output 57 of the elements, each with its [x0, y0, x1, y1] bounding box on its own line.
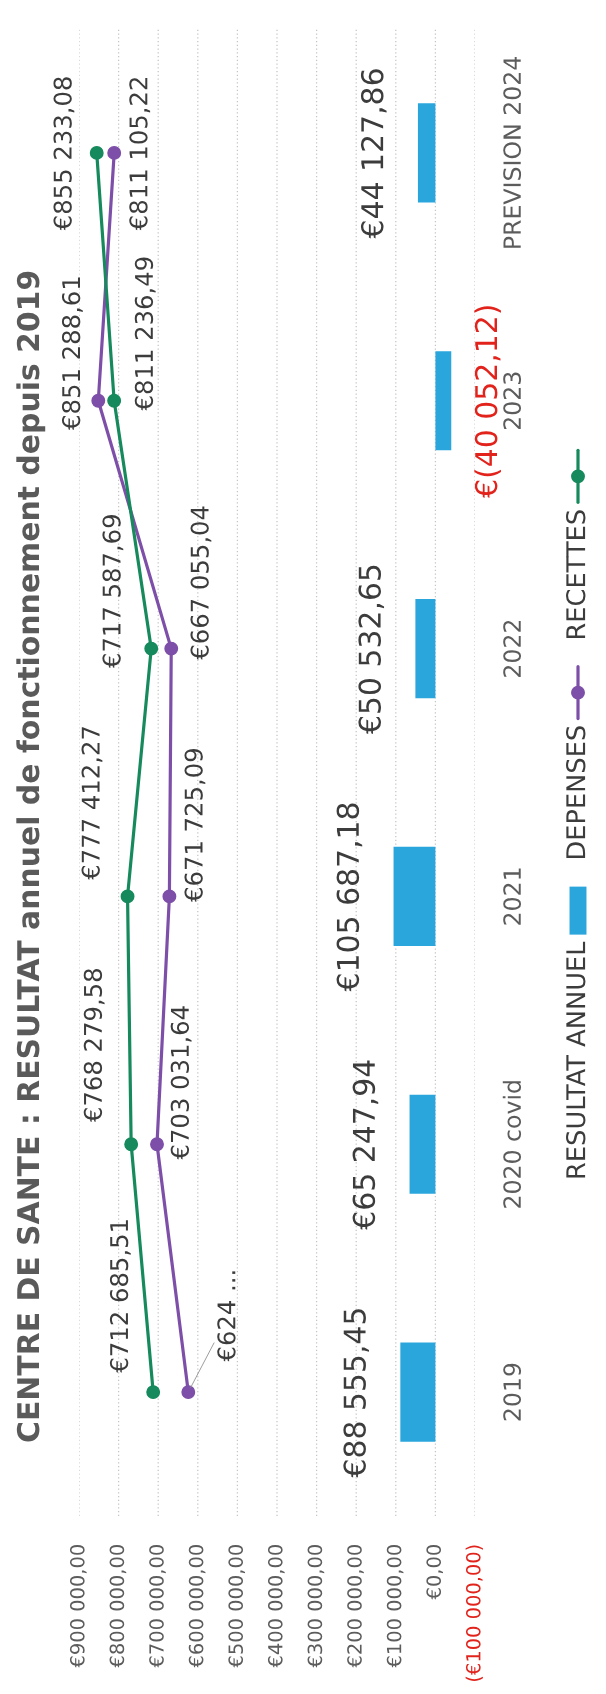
x-tick-label: (€100 000,00)	[465, 1545, 483, 1681]
data-label: €44 127,86	[360, 69, 387, 239]
bar	[393, 846, 436, 946]
x-tick-label: €0,00	[426, 1545, 444, 1600]
data-label: €777 412,27	[81, 727, 103, 880]
data-label: €88 555,45	[343, 1309, 369, 1478]
bar	[415, 599, 436, 699]
point	[89, 145, 104, 160]
x-tick-label: €400 000,00	[267, 1545, 285, 1668]
x-tick-label: €800 000,00	[109, 1545, 127, 1668]
data-label: €768 279,58	[83, 969, 105, 1123]
point	[107, 145, 122, 160]
y-tick-label: 2019	[503, 1363, 522, 1421]
bar	[417, 103, 436, 203]
point	[120, 889, 135, 904]
legend-label: DEPENSES	[566, 726, 586, 859]
point	[162, 889, 177, 904]
point	[124, 1137, 139, 1152]
y-tick-label: 2021	[503, 868, 522, 925]
data-label: €65 247,94	[352, 1060, 379, 1230]
data-label: €(40 052,12)	[474, 306, 501, 498]
x-tick-label: €700 000,00	[149, 1545, 166, 1668]
x-tick-label: €500 000,00	[228, 1545, 246, 1668]
data-label: €667 055,04	[190, 506, 212, 660]
x-tick-label: €600 000,00	[188, 1545, 206, 1668]
point	[144, 641, 159, 656]
data-label: €50 532,65	[358, 565, 385, 735]
point	[107, 393, 122, 408]
bar	[400, 1342, 436, 1442]
data-label: €703 031,64	[170, 1006, 192, 1160]
data-label: €717 587,69	[102, 515, 124, 669]
data-label: €855 233,08	[53, 77, 75, 231]
point	[146, 1385, 161, 1400]
point	[91, 393, 106, 408]
data-label: €851 288,61	[61, 277, 83, 430]
data-label: €811 105,22	[129, 78, 151, 231]
bar	[409, 1094, 436, 1194]
y-tick-label: PREVISION 2024	[503, 57, 522, 248]
data-label: €105 687,18	[336, 803, 363, 992]
x-tick-label: €200 000,00	[347, 1545, 364, 1668]
x-tick-label: €300 000,00	[307, 1545, 325, 1668]
y-tick-label: 2022	[503, 620, 522, 677]
legend-label: RESULTAT ANNUEL	[566, 941, 586, 1178]
text: CENTRE DE SANTE : RESULTAT annuel de fonctionnement depuis 2019	[16, 271, 46, 1442]
point	[164, 641, 179, 656]
data-label: €624 ...	[217, 1271, 236, 1362]
x-tick-label: €100 000,00	[386, 1545, 404, 1668]
legend-label: RECETTES	[566, 510, 586, 639]
x-tick-label: €900 000,00	[69, 1545, 87, 1668]
bar	[435, 351, 452, 451]
point	[150, 1137, 164, 1152]
y-tick-label: 2023	[503, 372, 522, 430]
data-label: €671 725,09	[184, 749, 206, 902]
point	[181, 1385, 196, 1400]
data-label: €811 236,49	[134, 257, 156, 411]
y-tick-label: 2020 covid	[502, 1081, 522, 1208]
data-label: €712 685,51	[109, 1220, 131, 1373]
